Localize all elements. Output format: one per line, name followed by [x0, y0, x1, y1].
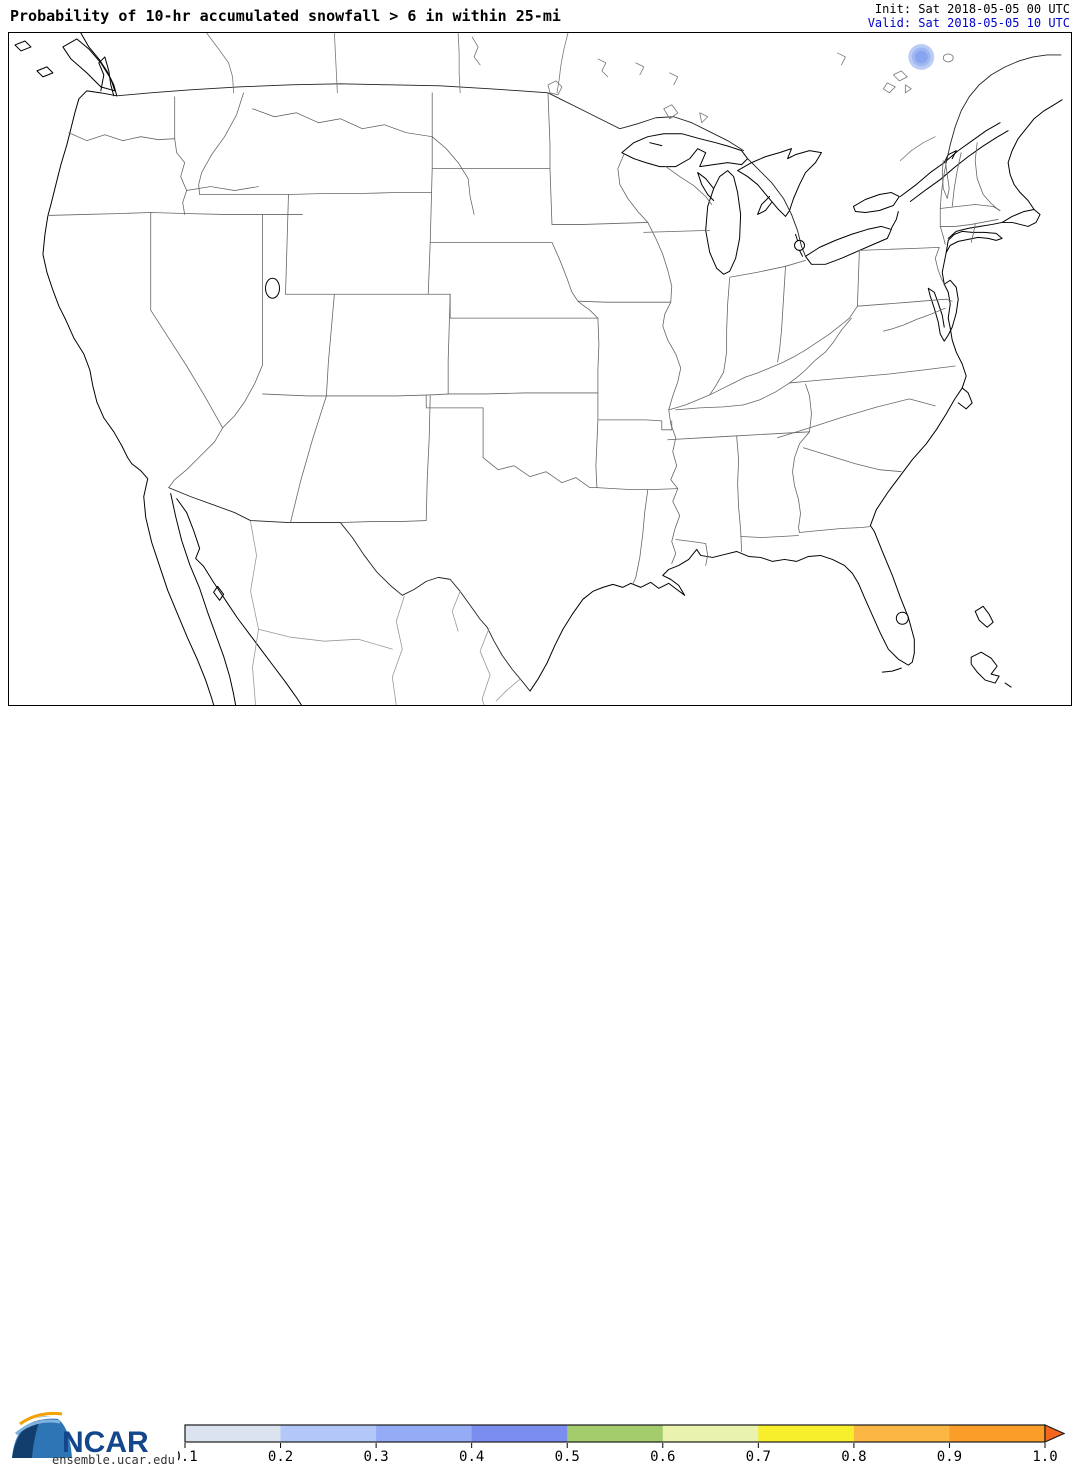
header-bar: Probability of 10-hr accumulated snowfal…: [0, 0, 1080, 32]
canada-details: [206, 33, 954, 162]
colorbar-label: 0.9: [937, 1449, 962, 1465]
colorbar-label: 0.6: [650, 1449, 675, 1465]
init-time: Init: Sat 2018-05-05 00 UTC: [874, 2, 1070, 16]
site-url: ensemble.ucar.edu: [52, 1453, 175, 1467]
coastlines: [14, 33, 1063, 705]
colorbar-segment: [567, 1425, 664, 1442]
probability-blob: [908, 43, 935, 70]
conus-map: [14, 33, 1063, 705]
colorbar-segment: [662, 1425, 759, 1442]
colorbar-arrow: [1044, 1424, 1066, 1443]
map-title: Probability of 10-hr accumulated snowfal…: [10, 7, 561, 25]
colorbar-label: 0.5: [555, 1449, 580, 1465]
colorbar-label: 0.7: [746, 1449, 771, 1465]
timestamp-block: Init: Sat 2018-05-05 00 UTC Valid: Sat 2…: [867, 2, 1070, 30]
colorbar-segment: [471, 1425, 568, 1442]
colorbar: 0.1 0.2 0.3 0.4 0.5 0.6 0.7 0.8 0.9 1.0: [178, 1424, 1066, 1465]
state-borders: [47, 92, 1001, 585]
colorbar-label: 0.4: [459, 1449, 484, 1465]
colorbar-label: 0.8: [841, 1449, 866, 1465]
probability-contour: [914, 50, 928, 64]
colorbar-segment: [185, 1425, 282, 1442]
mexico-details: [250, 521, 521, 705]
colorbar-label: 0.1: [178, 1449, 198, 1465]
footer-bar: NCAR ensemble.ucar.edu 0.10.20.30.40.50.…: [0, 706, 1080, 1467]
valid-time: Valid: Sat 2018-05-05 10 UTC: [867, 15, 1070, 30]
map-frame: [8, 32, 1072, 706]
rivers: [186, 108, 475, 215]
colorbar-segment: [280, 1425, 377, 1442]
colorbar-segment: [949, 1425, 1046, 1442]
colorbar-segment: [853, 1425, 950, 1442]
international-borders: [116, 54, 1062, 692]
colorbar-label: 1.0: [1032, 1449, 1057, 1465]
colorbar-label: 0.3: [363, 1449, 388, 1465]
colorbar-label: 0.2: [268, 1449, 293, 1465]
colorbar-segment: [376, 1425, 473, 1442]
colorbar-segment: [758, 1425, 855, 1442]
